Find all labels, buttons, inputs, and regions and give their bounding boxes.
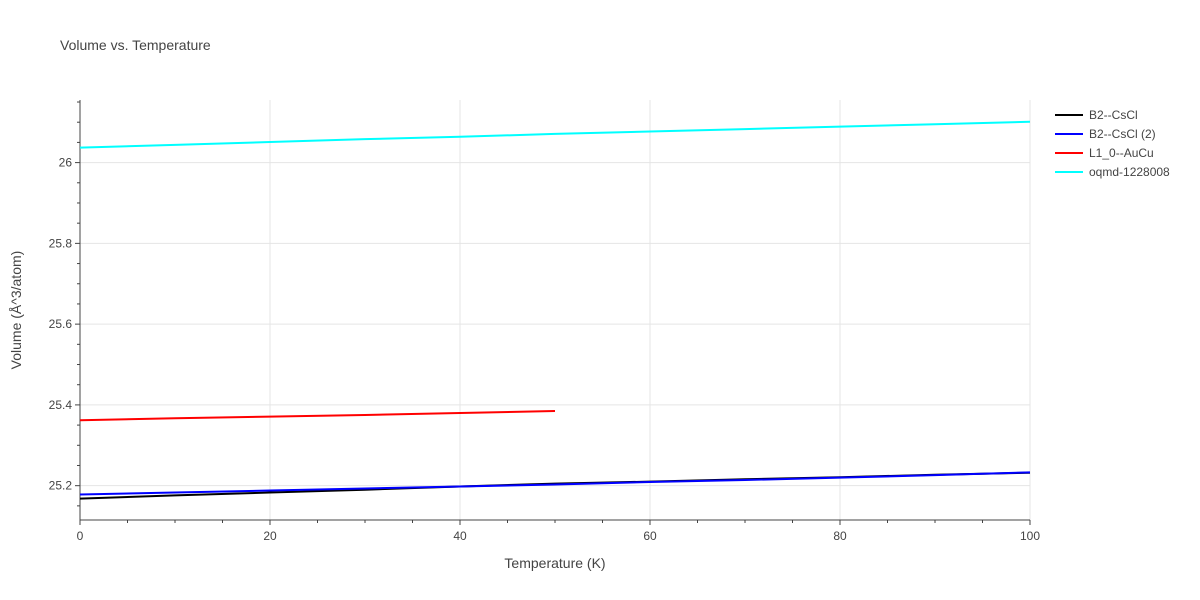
legend[interactable]: B2--CsCl B2--CsCl (2) L1_0--AuCu oqmd-12280… xyxy=(1055,108,1170,179)
ticks: 0 20 40 60 80 100 25.2 25.4 25.6 25.8 26 xyxy=(49,101,1040,543)
legend-item-3[interactable]: L1_0--AuCu xyxy=(1055,146,1154,160)
plot-area xyxy=(79,120,1031,500)
series-line-3 xyxy=(79,409,556,422)
series-line-2 xyxy=(79,471,1031,496)
legend-item-1[interactable]: B2--CsCl xyxy=(1055,108,1138,122)
y-tick-label: 26 xyxy=(59,156,73,170)
series-line-4 xyxy=(79,120,1031,149)
grid xyxy=(80,100,1031,520)
x-tick-label: 0 xyxy=(77,529,84,543)
x-tick-label: 80 xyxy=(833,529,847,543)
legend-label: L1_0--AuCu xyxy=(1089,146,1154,160)
y-tick-label: 25.4 xyxy=(49,398,73,412)
y-tick-label: 25.8 xyxy=(49,236,73,250)
legend-label: oqmd-1228008 xyxy=(1089,165,1170,179)
x-tick-label: 20 xyxy=(263,529,277,543)
legend-item-2[interactable]: B2--CsCl (2) xyxy=(1055,127,1156,141)
x-axis-label: Temperature (K) xyxy=(504,555,605,571)
y-axis-label: Volume (Å^3/atom) xyxy=(8,251,24,370)
legend-item-4[interactable]: oqmd-1228008 xyxy=(1055,165,1170,179)
x-tick-label: 40 xyxy=(453,529,467,543)
y-tick-label: 25.6 xyxy=(49,317,73,331)
x-tick-label: 100 xyxy=(1020,529,1040,543)
x-tick-label: 60 xyxy=(643,529,657,543)
legend-label: B2--CsCl (2) xyxy=(1089,127,1156,141)
legend-label: B2--CsCl xyxy=(1089,108,1138,122)
chart-title: Volume vs. Temperature xyxy=(60,37,211,53)
y-tick-label: 25.2 xyxy=(49,479,73,493)
